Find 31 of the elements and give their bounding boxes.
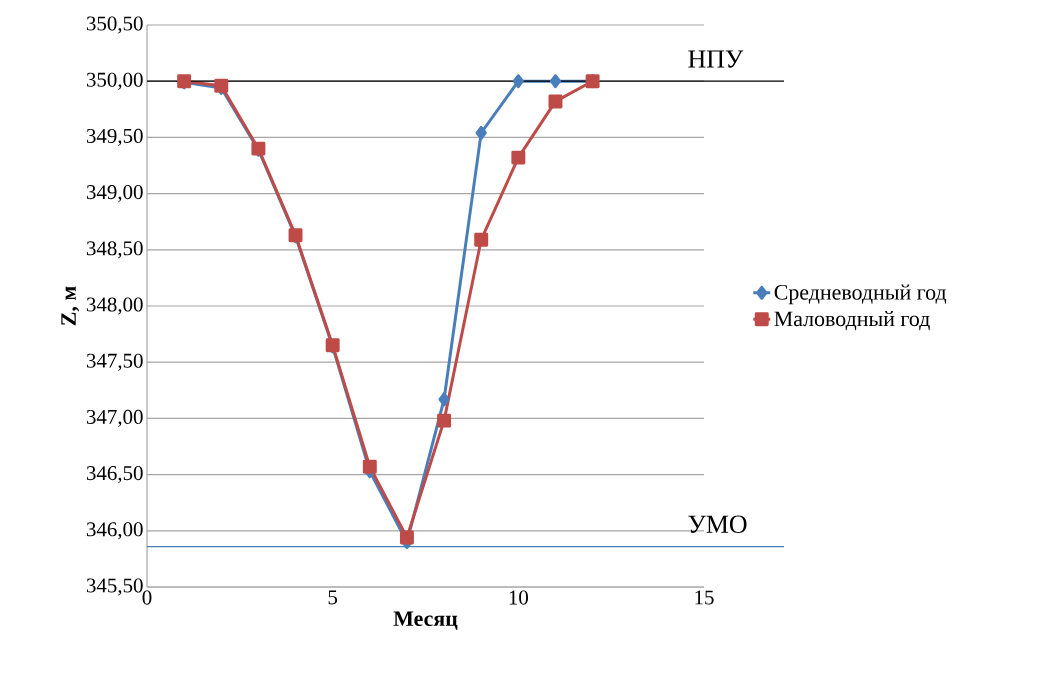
point bbox=[399, 530, 414, 545]
point bbox=[474, 232, 489, 247]
point bbox=[511, 150, 526, 165]
y-tick-label: 345,50 bbox=[86, 578, 143, 596]
y-tick-label: 346,50 bbox=[86, 466, 143, 484]
legend-label: Средневодный год bbox=[774, 284, 947, 305]
point bbox=[549, 74, 562, 89]
point bbox=[362, 459, 377, 474]
y-tick-label: 349,50 bbox=[86, 128, 143, 146]
legend-label: Маловодный год bbox=[774, 310, 930, 331]
point bbox=[475, 125, 487, 140]
y-tick-label: 348,00 bbox=[86, 297, 143, 315]
y-tick-label: 349,00 bbox=[86, 185, 143, 203]
x-tick-label: 5 bbox=[328, 590, 338, 605]
ref-line-label: УМО bbox=[688, 515, 747, 534]
x-tick-label: 10 bbox=[509, 590, 529, 605]
y-axis-title: Z, м bbox=[61, 286, 80, 326]
point bbox=[438, 392, 450, 407]
y-tick-label: 347,00 bbox=[86, 409, 143, 427]
y-tick-label: 350,00 bbox=[86, 72, 143, 90]
point bbox=[437, 413, 452, 428]
point bbox=[548, 94, 563, 109]
x-axis-title: Месяц bbox=[393, 611, 458, 630]
x-tick-label: 0 bbox=[142, 590, 152, 605]
ref-line-label: НПУ bbox=[688, 50, 744, 68]
x-tick-label: 15 bbox=[695, 590, 714, 605]
y-tick-label: 346,00 bbox=[86, 522, 143, 540]
y-tick-label: 350,50 bbox=[86, 16, 143, 34]
y-tick-label: 347,50 bbox=[86, 353, 143, 371]
point bbox=[512, 74, 524, 89]
y-tick-label: 348,50 bbox=[86, 241, 143, 259]
